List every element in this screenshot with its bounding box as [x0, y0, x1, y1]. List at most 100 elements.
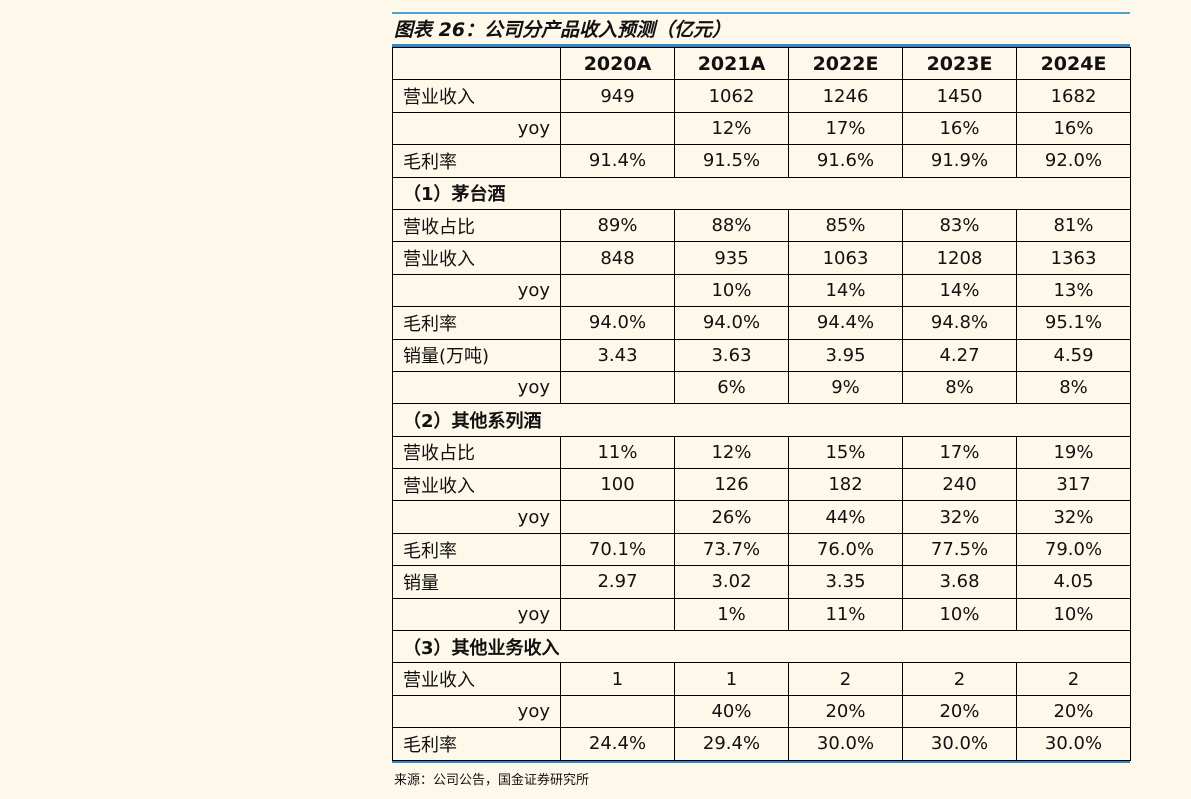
table-row: 销量 2.97 3.02 3.35 3.68 4.05 — [392, 565, 1131, 599]
table-cell: 317 — [1016, 468, 1131, 502]
table-cell: 14% — [902, 273, 1017, 308]
row-label: yoy — [392, 500, 561, 534]
table-cell: 1 — [674, 662, 789, 696]
table-cell: 24.4% — [560, 727, 675, 761]
table-row: 营业收入 848 935 1063 1208 1363 — [392, 241, 1131, 275]
table-cell: 30.0% — [1016, 727, 1131, 761]
table-cell: 11% — [560, 435, 675, 470]
table-row: 营收占比 89% 88% 85% 83% 81% — [392, 208, 1131, 243]
table-cell: 240 — [902, 468, 1017, 502]
table-cell: 949 — [560, 79, 675, 113]
row-label: 营业收入 — [392, 468, 561, 502]
title-rule — [392, 44, 1130, 47]
row-label: 营业收入 — [392, 241, 561, 275]
table-cell: 94.4% — [788, 306, 903, 340]
table-cell: 12% — [674, 435, 789, 470]
table-cell: 91.6% — [788, 144, 903, 178]
table-cell: 8% — [1016, 370, 1131, 405]
row-label: 销量(万吨) — [392, 338, 561, 372]
table-cell: 3.95 — [788, 338, 903, 372]
row-label: yoy — [392, 273, 561, 308]
yoy-row: yoy 10% 14% 14% 13% — [392, 273, 1131, 308]
table-cell: 1246 — [788, 79, 903, 113]
table-cell: 70.1% — [560, 532, 675, 567]
row-label: yoy — [392, 111, 561, 146]
table-cell: 3.35 — [788, 565, 903, 599]
section-header-row: （1）茅台酒 — [392, 176, 1131, 210]
table-cell: 10% — [1016, 597, 1131, 632]
table-cell: 79.0% — [1016, 532, 1131, 567]
table-cell: 94.0% — [674, 306, 789, 340]
row-label: 营收占比 — [392, 435, 561, 470]
section-title: （3）其他业务收入 — [392, 630, 1131, 664]
table-cell: 16% — [1016, 111, 1131, 146]
table-cell — [560, 370, 675, 405]
section-title: （2）其他系列酒 — [392, 403, 1131, 437]
table-cell: 15% — [788, 435, 903, 470]
table-cell: 1363 — [1016, 241, 1131, 275]
table-cell: 89% — [560, 208, 675, 243]
row-label: 营业收入 — [392, 79, 561, 113]
table-row: 营业收入 100 126 182 240 317 — [392, 468, 1131, 502]
source-note: 来源：公司公告，国金证券研究所 — [394, 772, 590, 788]
table-cell: 19% — [1016, 435, 1131, 470]
table-cell: 26% — [674, 500, 789, 534]
table-cell: 20% — [902, 694, 1017, 729]
row-label: yoy — [392, 370, 561, 405]
table-cell: 81% — [1016, 208, 1131, 243]
figure-title: 图表 26：公司分产品收入预测（亿元） — [394, 19, 732, 41]
table-cell: 4.05 — [1016, 565, 1131, 599]
table-cell: 10% — [902, 597, 1017, 632]
table-cell: 848 — [560, 241, 675, 275]
table-cell: 6% — [674, 370, 789, 405]
table-cell: 95.1% — [1016, 306, 1131, 340]
table-cell: 4.27 — [902, 338, 1017, 372]
table-cell: 1% — [674, 597, 789, 632]
table-cell — [560, 273, 675, 308]
row-label: 毛利率 — [392, 532, 561, 567]
table-cell: 1063 — [788, 241, 903, 275]
table-cell: 94.0% — [560, 306, 675, 340]
table-cell: 3.68 — [902, 565, 1017, 599]
table-cell: 92.0% — [1016, 144, 1131, 178]
header-cell: 2022E — [788, 46, 903, 81]
table-cell: 94.8% — [902, 306, 1017, 340]
table-cell: 32% — [902, 500, 1017, 534]
table-row: 营业收入 949 1062 1246 1450 1682 — [392, 79, 1131, 113]
table-cell: 29.4% — [674, 727, 789, 761]
table-cell: 126 — [674, 468, 789, 502]
table-row: 毛利率 24.4% 29.4% 30.0% 30.0% 30.0% — [392, 727, 1131, 761]
row-label: yoy — [392, 597, 561, 632]
row-label: yoy — [392, 694, 561, 729]
table-cell: 32% — [1016, 500, 1131, 534]
table-cell: 3.02 — [674, 565, 789, 599]
table-cell: 14% — [788, 273, 903, 308]
table-cell: 12% — [674, 111, 789, 146]
bottom-rule — [392, 760, 1130, 763]
table-cell: 85% — [788, 208, 903, 243]
table-cell: 30.0% — [902, 727, 1017, 761]
table-row: 毛利率 94.0% 94.0% 94.4% 94.8% 95.1% — [392, 306, 1131, 340]
table-cell: 9% — [788, 370, 903, 405]
row-label: 营收占比 — [392, 208, 561, 243]
row-label: 营业收入 — [392, 662, 561, 696]
section-header-row: （3）其他业务收入 — [392, 630, 1131, 664]
table-cell: 88% — [674, 208, 789, 243]
table-cell — [560, 694, 675, 729]
yoy-row: yoy 12% 17% 16% 16% — [392, 111, 1131, 146]
table-cell: 44% — [788, 500, 903, 534]
section-header-row: （2）其他系列酒 — [392, 403, 1131, 437]
figure: 图表 26：公司分产品收入预测（亿元） 2020A 2021A 2022E 2023E… — [392, 12, 1131, 788]
table-cell: 91.4% — [560, 144, 675, 178]
yoy-row: yoy 1% 11% 10% 10% — [392, 597, 1131, 632]
table-cell: 83% — [902, 208, 1017, 243]
table-cell: 13% — [1016, 273, 1131, 308]
table-cell: 1 — [560, 662, 675, 696]
table-cell: 17% — [902, 435, 1017, 470]
row-label: 毛利率 — [392, 144, 561, 178]
table-row: 毛利率 70.1% 73.7% 76.0% 77.5% 79.0% — [392, 532, 1131, 567]
table-cell: 935 — [674, 241, 789, 275]
table-cell: 3.43 — [560, 338, 675, 372]
table-cell: 2 — [1016, 662, 1131, 696]
table-cell: 100 — [560, 468, 675, 502]
